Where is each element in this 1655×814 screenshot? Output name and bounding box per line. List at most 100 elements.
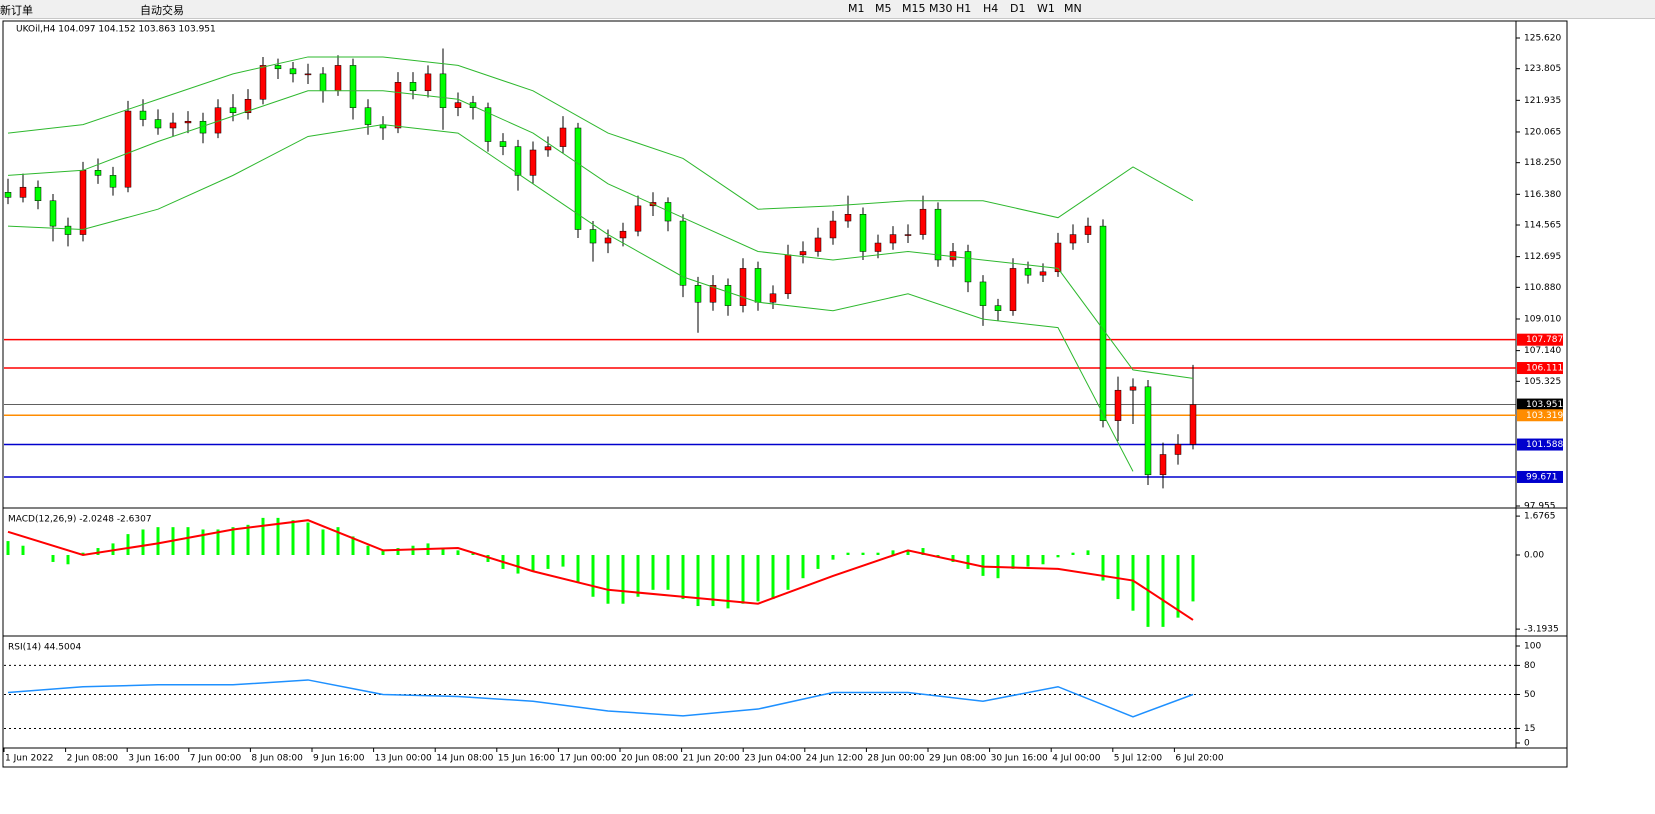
candle-body (1114, 389, 1122, 421)
candle-body (334, 65, 342, 92)
price-level-tag (1517, 362, 1563, 375)
candle-body (109, 175, 117, 188)
x-tick-label: 4 Jul 00:00 (1052, 754, 1101, 764)
y-tick-label: 112.695 (1524, 252, 1561, 262)
candle-body (274, 65, 282, 70)
timeframe-button[interactable]: W1 (1037, 2, 1055, 15)
candle-body (814, 237, 822, 252)
candle-body (424, 73, 432, 92)
candle-body (739, 268, 747, 306)
candle-body (1069, 234, 1077, 244)
x-tick-label: 5 Jul 12:00 (1114, 754, 1163, 764)
y-tick-label: 1.6765 (1524, 512, 1556, 522)
y-tick-label: -3.1935 (1524, 625, 1559, 635)
x-tick-label: 17 Jun 00:00 (559, 754, 616, 764)
candle-body (784, 254, 792, 295)
y-tick-label: 0 (1524, 739, 1530, 749)
candle-body (439, 73, 447, 108)
candle-body (184, 120, 192, 124)
candle-body (499, 141, 507, 147)
candle-body (1039, 271, 1047, 276)
y-tick-label: 107.140 (1524, 346, 1561, 356)
y-tick-label: 105.325 (1524, 377, 1561, 387)
candle-body (319, 73, 327, 92)
x-tick-label: 2 Jun 08:00 (67, 754, 119, 764)
candle-body (724, 285, 732, 306)
candle-body (289, 68, 297, 75)
x-tick-label: 6 Jul 20:00 (1175, 754, 1224, 764)
chart-title: UKOil,H4 104.097 104.152 103.863 103.951 (16, 25, 216, 35)
x-tick-label: 8 Jun 08:00 (251, 754, 303, 764)
bollinger-lower (7, 124, 1134, 472)
timeframe-button[interactable]: M5 (875, 2, 892, 15)
candle-body (124, 110, 132, 188)
candle-body (1159, 454, 1167, 476)
timeframe-button[interactable]: MN (1064, 2, 1082, 15)
candle-body (1054, 242, 1062, 273)
y-tick-label: 15 (1524, 724, 1535, 734)
candle-body (364, 107, 372, 125)
price-level-tag (1517, 470, 1563, 483)
candle-body (409, 82, 417, 92)
candle-body (454, 102, 462, 108)
timeframe-button[interactable]: H4 (983, 2, 999, 15)
y-tick-label: 109.010 (1524, 314, 1561, 324)
chart: UKOil,H4 104.097 104.152 103.863 103.951… (2, 20, 1568, 768)
candle-body (19, 186, 27, 198)
timeframe-button[interactable]: M1 (848, 2, 865, 15)
candle-body (964, 251, 972, 283)
macd-title: MACD(12,26,9) -2.0248 -2.6307 (8, 515, 152, 525)
candle-body (829, 220, 837, 239)
price-level-label: 99.671 (1526, 472, 1558, 482)
candle-body (679, 220, 687, 286)
candle-body (544, 146, 552, 151)
candle-body (64, 225, 72, 235)
x-tick-label: 13 Jun 00:00 (375, 754, 432, 764)
auto-trade-button[interactable]: 自动交易 (140, 4, 184, 17)
candle-body (244, 98, 252, 114)
y-tick-label: 114.565 (1524, 221, 1561, 231)
timeframe-button[interactable]: H1 (956, 2, 972, 15)
y-tick-label: 97.955 (1524, 502, 1556, 512)
x-tick-label: 14 Jun 08:00 (436, 754, 493, 764)
candle-body (694, 285, 702, 303)
timeframe-button[interactable]: D1 (1010, 2, 1026, 15)
x-tick-label: 29 Jun 08:00 (929, 754, 986, 764)
timeframe-button[interactable]: M30 (929, 2, 953, 15)
price-level-tag (1517, 333, 1563, 346)
candle-body (4, 192, 12, 198)
x-tick-label: 3 Jun 16:00 (128, 754, 180, 764)
rsi-title: RSI(14) 44.5004 (8, 643, 81, 653)
toolbar: 新订单 自动交易 M1 M5 M15 M30 H1 H4 D1 W1 MN (0, 0, 1655, 19)
y-tick-label: 110.880 (1524, 283, 1561, 293)
candle-body (889, 234, 897, 244)
candle-body (874, 242, 882, 252)
candle-body (949, 251, 957, 261)
macd-signal (7, 519, 1194, 621)
rsi-line (7, 679, 1194, 718)
candle-body (1144, 386, 1152, 476)
candle-body (934, 208, 942, 261)
price-level-label: 103.951 (1526, 400, 1563, 410)
candle-body (559, 127, 567, 147)
candle-body (349, 65, 357, 108)
candle-body (844, 214, 852, 222)
price-level-tag (1517, 409, 1563, 422)
x-tick-label: 21 Jun 20:00 (683, 754, 740, 764)
y-tick-label: 125.620 (1524, 34, 1561, 44)
price-level-label: 103.319 (1526, 411, 1563, 421)
y-tick-label: 123.805 (1524, 64, 1561, 74)
x-tick-label: 15 Jun 16:00 (498, 754, 555, 764)
candle-body (589, 229, 597, 244)
x-tick-label: 1 Jun 2022 (5, 754, 53, 764)
new-order-button[interactable]: 新订单 (0, 4, 33, 17)
price-level-label: 106.111 (1526, 364, 1563, 374)
candle-body (709, 285, 717, 303)
candle-body (919, 208, 927, 235)
x-tick-label: 9 Jun 16:00 (313, 754, 365, 764)
timeframe-button[interactable]: M15 (902, 2, 926, 15)
candle-body (154, 119, 162, 129)
candle-body (49, 200, 57, 227)
candle-body (139, 110, 147, 120)
candle-body (229, 107, 237, 114)
